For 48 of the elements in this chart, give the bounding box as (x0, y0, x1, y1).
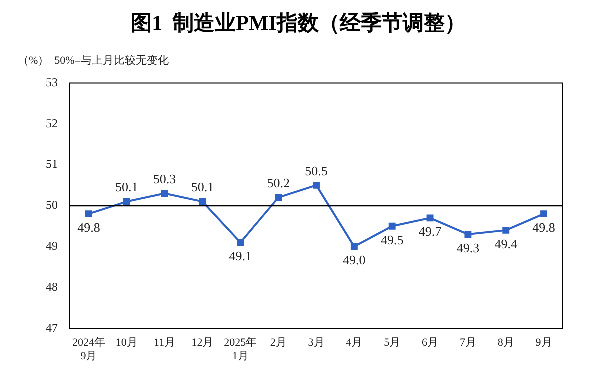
point (540, 210, 548, 218)
x-tick-label: 2025年 1月 (224, 337, 258, 362)
data-label: 49.5 (380, 232, 404, 248)
x-tick-label: 5月 (384, 337, 401, 350)
data-label: 49.1 (229, 248, 252, 264)
point (464, 231, 472, 238)
data-label: 49.8 (532, 220, 556, 235)
x-tick-label: 12月 (192, 337, 214, 350)
point (350, 243, 358, 250)
y-tick-label: 50 (46, 198, 58, 212)
point (85, 210, 92, 218)
x-tick-label: 2024年 9月 (72, 337, 106, 362)
y-tick-label: 48 (46, 280, 58, 294)
point (426, 214, 434, 222)
y-tick-label: 52 (46, 116, 58, 130)
data-label: 50.3 (153, 172, 176, 187)
point (502, 226, 510, 234)
x-tick-label: 11月 (154, 337, 176, 350)
x-tick-label: 2月 (270, 337, 287, 350)
point (161, 190, 168, 198)
data-label: 50.5 (305, 163, 328, 178)
x-tick-label: 10月 (116, 337, 138, 350)
x-tick-label: 3月 (308, 337, 325, 350)
point (237, 239, 244, 246)
data-label: 49.0 (343, 252, 366, 268)
point (123, 198, 130, 206)
data-label: 50.1 (191, 180, 214, 195)
y-tick-label: 51 (46, 157, 58, 172)
data-label: 49.4 (494, 236, 518, 252)
point (313, 182, 320, 189)
x-tick-label: 4月 (346, 337, 363, 350)
data-label: 50.2 (267, 176, 290, 191)
data-label: 49.8 (78, 220, 100, 235)
x-tick-label: 7月 (460, 337, 476, 350)
point (199, 198, 206, 206)
point (388, 222, 396, 230)
point (275, 194, 282, 202)
x-tick-label: 8月 (498, 337, 514, 350)
data-label: 50.1 (116, 180, 138, 195)
y-tick-label: 49 (46, 238, 58, 253)
x-tick-label: 9月 (536, 337, 552, 350)
data-label: 49.3 (456, 240, 480, 256)
text: （%） 50%=与上月比较无变化 (18, 54, 170, 68)
data-label: 49.7 (418, 224, 442, 240)
y-tick-label: 53 (46, 75, 58, 90)
chart-title: 图1 制造业PMI指数（经季节调整） (131, 11, 466, 36)
y-tick-label: 47 (46, 320, 58, 335)
x-tick-label: 6月 (422, 337, 439, 350)
